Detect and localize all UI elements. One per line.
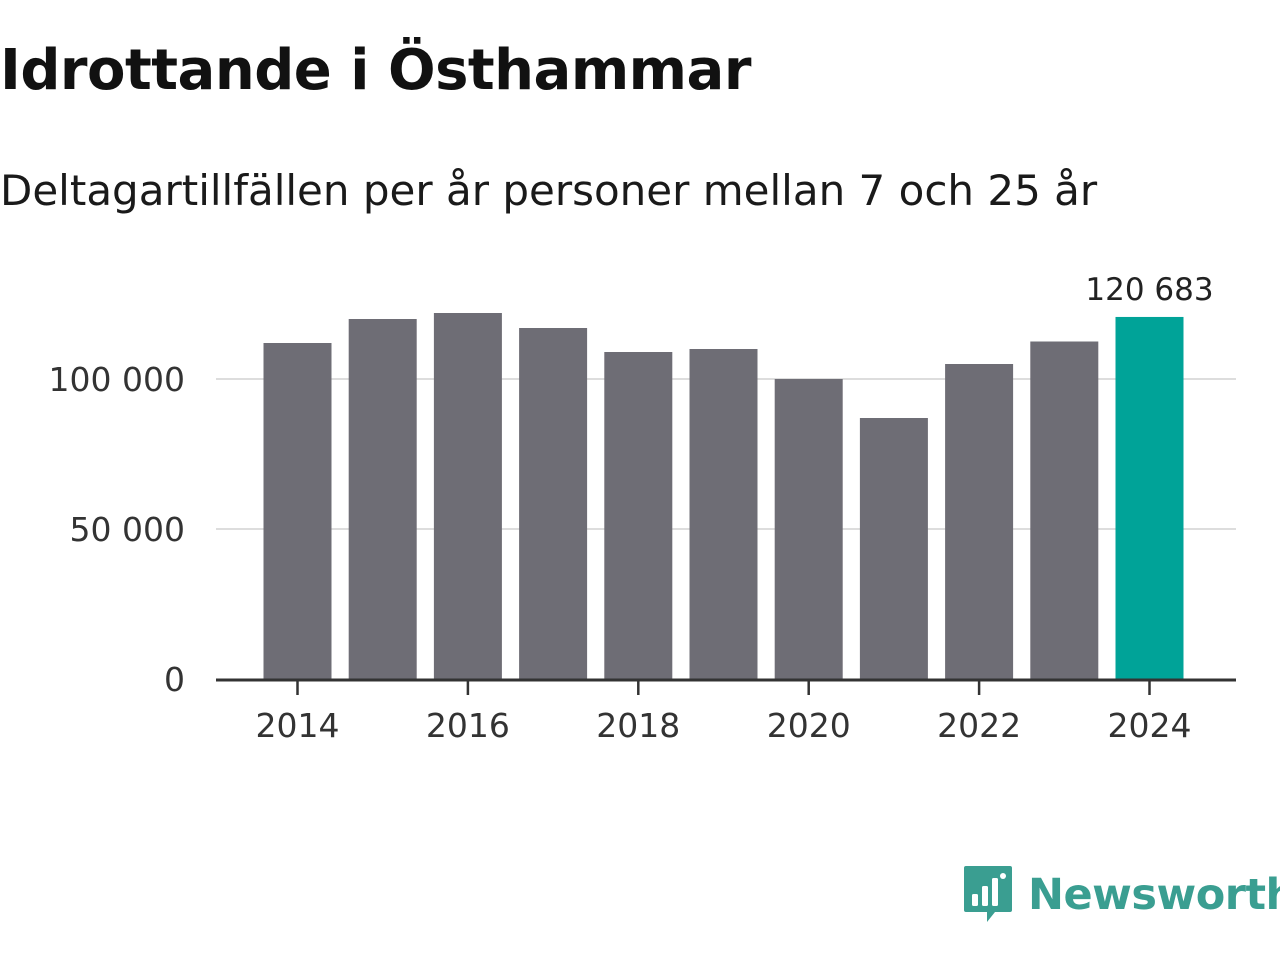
bar-2014 (263, 343, 332, 679)
x-tick-label: 2014 (256, 706, 340, 745)
y-tick-label: 50 000 (70, 510, 185, 549)
bar-2021 (859, 418, 928, 679)
bar-2019 (689, 349, 758, 679)
y-axis-labels: 0 50 000 100 000 (49, 360, 185, 699)
x-tick-label: 2016 (426, 706, 510, 745)
x-tick-label: 2022 (937, 706, 1021, 745)
bars (263, 313, 1184, 679)
x-tick-label: 2020 (767, 706, 851, 745)
bar-2018 (604, 352, 673, 679)
x-tick-label: 2018 (596, 706, 680, 745)
x-axis-ticks: 2014 2016 2018 2020 2022 2024 (256, 681, 1192, 745)
bar-2022 (945, 364, 1014, 679)
bar-2016 (433, 313, 502, 679)
x-tick-label: 2024 (1108, 706, 1192, 745)
bar-2017 (519, 328, 588, 679)
brand-name: Newsworthy (1028, 870, 1280, 920)
bar-2015 (348, 319, 417, 679)
data-labels: 120 683 (1085, 272, 1213, 308)
y-tick-label: 100 000 (49, 360, 185, 399)
bar-chart-speech-bubble-icon (964, 866, 1012, 922)
bar-2023 (1030, 341, 1099, 679)
chart-subtitle: Deltagartillfällen per år personer mella… (0, 166, 1098, 215)
newsworthy-logo: Newsworthy (962, 862, 1280, 928)
chart-title: Idrottande i Östhammar (0, 38, 751, 103)
bar-2024 (1115, 316, 1184, 679)
bar-2020 (774, 379, 843, 679)
y-tick-label: 0 (164, 660, 185, 699)
data-label-2024: 120 683 (1085, 272, 1213, 308)
